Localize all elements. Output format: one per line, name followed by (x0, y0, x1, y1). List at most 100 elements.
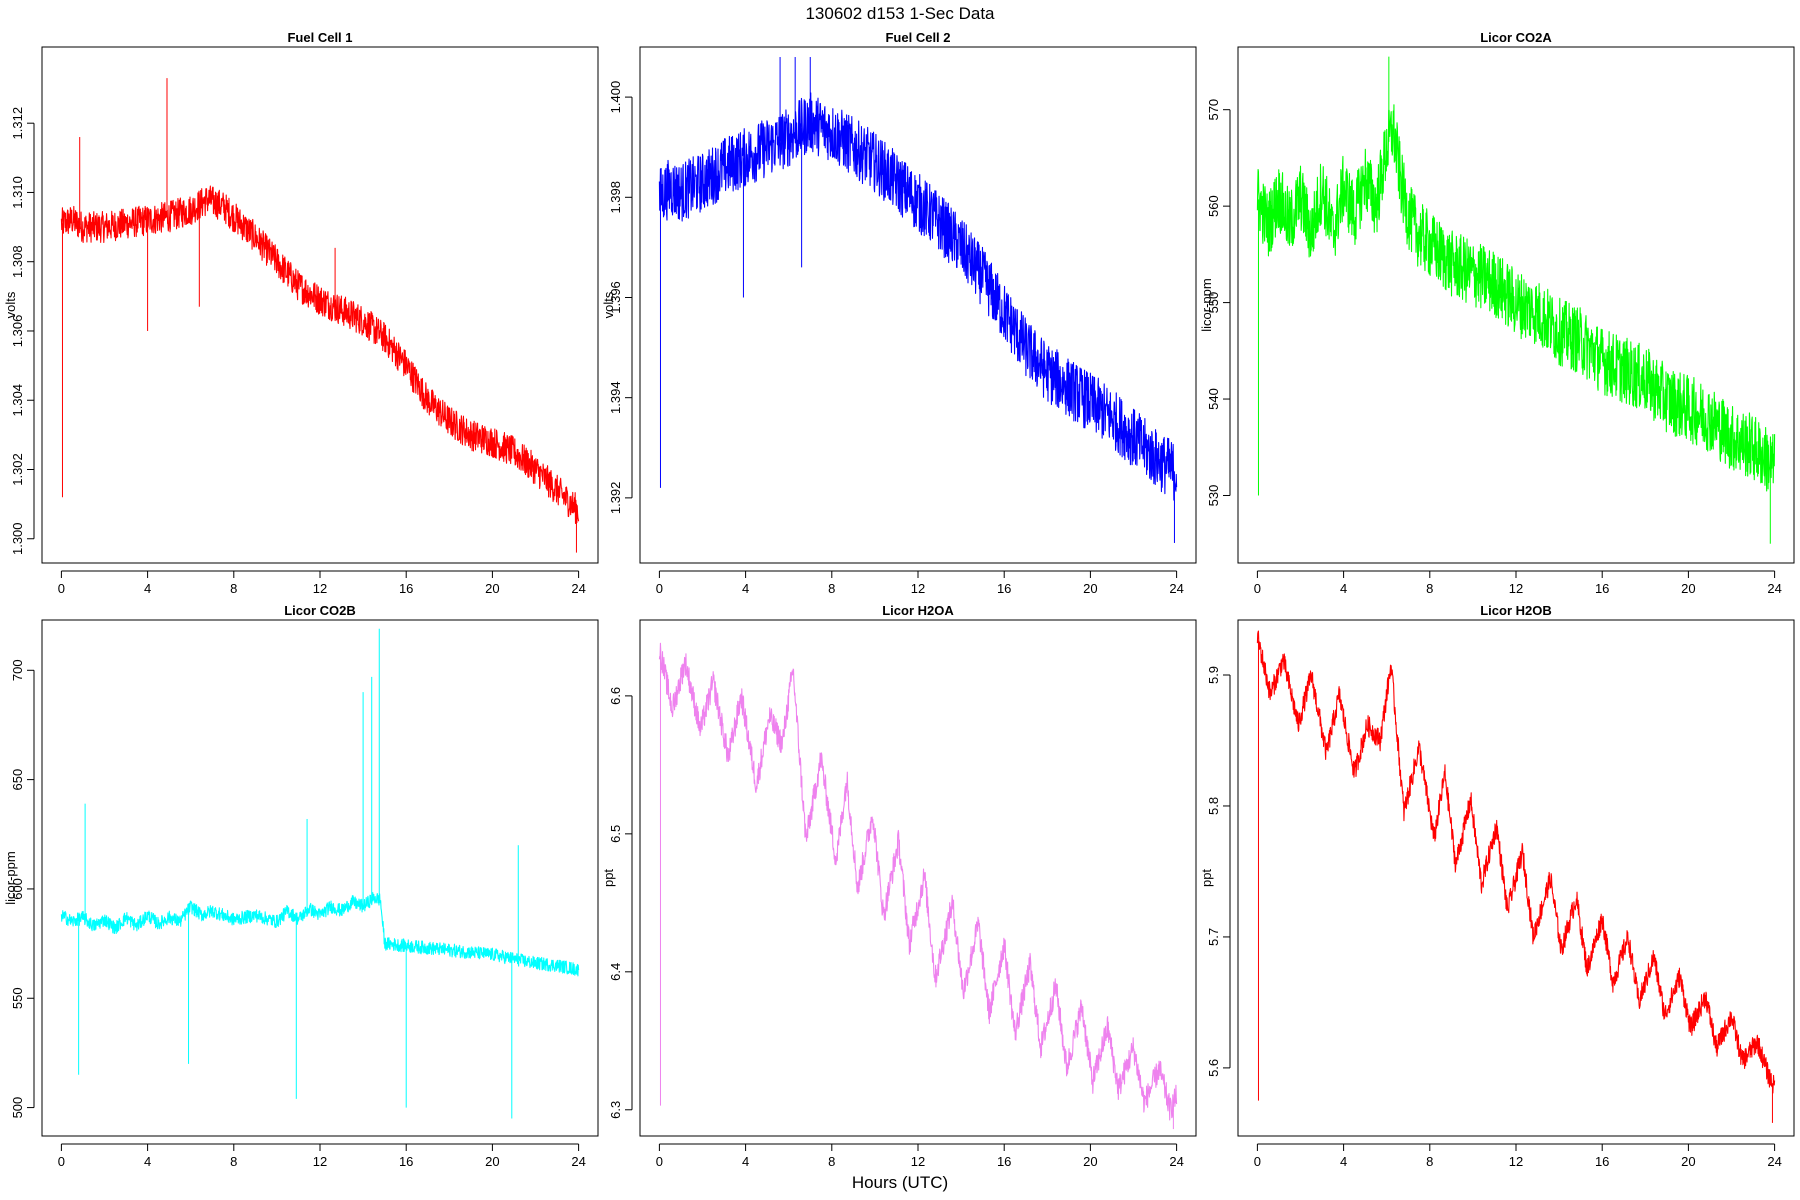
panel-title: Fuel Cell 1 (287, 30, 352, 45)
x-tick-label: 12 (313, 1154, 327, 1169)
x-tick-label: 16 (997, 1154, 1011, 1169)
chart-panel: Licor H2OB ppt 0 4 8 12 16 20 24 5.6 5.7 5.8 5.9 (1199, 603, 1795, 1169)
x-tick-label: 16 (1595, 1154, 1609, 1169)
x-tick-label: 4 (144, 581, 151, 596)
plot-frame (1237, 46, 1795, 564)
y-tick-label: 560 (1206, 195, 1221, 217)
x-tick-label: 24 (1767, 1154, 1781, 1169)
panel-title: Licor CO2A (1480, 30, 1552, 45)
x-axis-title: Hours (UTC) (852, 1173, 948, 1192)
x-tick-label: 16 (997, 581, 1011, 596)
x-tick-label: 24 (571, 1154, 585, 1169)
y-axis-label: licor-ppm (1199, 278, 1214, 331)
plot-frame (41, 46, 599, 564)
x-tick-label: 20 (1083, 581, 1097, 596)
x-tick-label: 12 (1509, 1154, 1523, 1169)
data-series-line (60, 891, 580, 977)
data-series-line (658, 642, 1178, 1121)
y-tick-label: 1.394 (608, 381, 623, 414)
chart-panel: Licor H2OA ppt 0 4 8 12 16 20 24 6.3 6.4 6.5 6.6 (601, 603, 1197, 1169)
x-tick-label: 0 (1254, 581, 1261, 596)
y-tick-label: 1.392 (608, 482, 623, 515)
y-tick-label: 1.308 (10, 245, 25, 278)
x-tick-label: 12 (313, 581, 327, 596)
x-tick-label: 20 (1681, 1154, 1695, 1169)
y-axis-label: ppt (1199, 869, 1214, 887)
y-tick-label: 1.304 (10, 384, 25, 417)
x-tick-label: 24 (571, 581, 585, 596)
y-tick-label: 540 (1206, 388, 1221, 410)
chart-panel: Licor CO2A licor-ppm 0 4 8 12 16 20 24 530 540 550 5… (1199, 30, 1795, 596)
y-tick-label: 6.3 (608, 1101, 623, 1119)
plot-frame (639, 619, 1197, 1137)
y-tick-label: 1.306 (10, 315, 25, 348)
y-tick-label: 550 (1206, 292, 1221, 314)
x-tick-label: 24 (1169, 581, 1183, 596)
x-tick-label: 0 (656, 1154, 663, 1169)
panel-title: Licor H2OA (882, 603, 954, 618)
panel-title: Fuel Cell 2 (885, 30, 950, 45)
figure-title: 130602 d153 1-Sec Data (805, 4, 995, 23)
x-tick-label: 12 (911, 581, 925, 596)
x-tick-label: 16 (399, 1154, 413, 1169)
panel-title: Licor H2OB (1480, 603, 1552, 618)
plot-frame (1237, 619, 1795, 1137)
panel-title: Licor CO2B (284, 603, 356, 618)
x-tick-label: 20 (485, 581, 499, 596)
data-series-line (1256, 630, 1776, 1094)
y-tick-label: 1.302 (10, 453, 25, 486)
y-tick-label: 500 (10, 1097, 25, 1119)
x-tick-label: 16 (1595, 581, 1609, 596)
y-tick-label: 5.8 (1206, 797, 1221, 815)
y-axis-label: ppt (601, 869, 616, 887)
y-axis-label: licor-ppm (3, 851, 18, 904)
x-tick-label: 4 (1340, 581, 1347, 596)
data-series-line (1256, 104, 1776, 492)
data-series-line (60, 185, 580, 524)
y-tick-label: 1.398 (608, 181, 623, 214)
x-tick-label: 8 (230, 1154, 237, 1169)
x-tick-label: 0 (58, 1154, 65, 1169)
x-tick-label: 16 (399, 581, 413, 596)
y-tick-label: 5.7 (1206, 928, 1221, 946)
x-tick-label: 24 (1169, 1154, 1183, 1169)
y-tick-label: 530 (1206, 485, 1221, 507)
chart-panel: Licor CO2B licor-ppm 0 4 8 12 16 20 24 500 550 600 6… (3, 603, 599, 1169)
plot-frame (41, 619, 599, 1137)
x-tick-label: 4 (742, 1154, 749, 1169)
chart-panel: Fuel Cell 1 volts 0 4 8 12 16 20 24 1.300 1.302 1.3… (3, 30, 599, 596)
x-tick-label: 12 (1509, 581, 1523, 596)
y-tick-label: 6.4 (608, 963, 623, 981)
y-tick-label: 1.312 (10, 107, 25, 140)
y-tick-label: 550 (10, 987, 25, 1009)
x-tick-label: 8 (828, 581, 835, 596)
x-tick-label: 8 (1426, 581, 1433, 596)
x-tick-label: 8 (828, 1154, 835, 1169)
chart-panel: Fuel Cell 2 volts 0 4 8 12 16 20 24 1.392 1.394 1.3… (601, 30, 1197, 596)
x-tick-label: 0 (1254, 1154, 1261, 1169)
y-axis-label: volts (601, 291, 616, 318)
y-tick-label: 650 (10, 769, 25, 791)
x-tick-label: 0 (656, 581, 663, 596)
x-tick-label: 12 (911, 1154, 925, 1169)
x-tick-label: 20 (1681, 581, 1695, 596)
y-tick-label: 5.6 (1206, 1059, 1221, 1077)
y-tick-label: 1.400 (608, 81, 623, 114)
plot-frame (639, 46, 1197, 564)
x-tick-label: 20 (485, 1154, 499, 1169)
x-tick-label: 0 (58, 581, 65, 596)
x-tick-label: 8 (230, 581, 237, 596)
y-tick-label: 700 (10, 659, 25, 681)
x-tick-label: 20 (1083, 1154, 1097, 1169)
x-tick-label: 4 (144, 1154, 151, 1169)
y-tick-label: 5.9 (1206, 666, 1221, 684)
y-tick-label: 1.300 (10, 522, 25, 555)
y-tick-label: 1.396 (608, 281, 623, 314)
x-tick-label: 4 (742, 581, 749, 596)
x-tick-label: 8 (1426, 1154, 1433, 1169)
y-tick-label: 6.6 (608, 687, 623, 705)
x-tick-label: 24 (1767, 581, 1781, 596)
y-tick-label: 6.5 (608, 825, 623, 843)
y-tick-label: 1.310 (10, 176, 25, 209)
